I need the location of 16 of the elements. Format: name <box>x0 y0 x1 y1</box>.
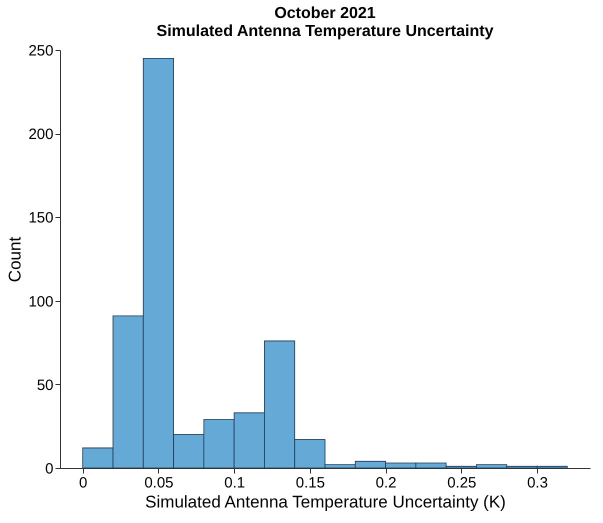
y-tick-label: 200 <box>28 126 54 144</box>
y-tick-label: 100 <box>28 293 54 310</box>
y-axis-title: Count <box>5 236 24 282</box>
x-tick-label: 0.2 <box>376 474 396 492</box>
x-axis-title: Simulated Antenna Temperature Uncertainty (K) <box>145 492 506 512</box>
y-tick-label: 50 <box>36 376 54 394</box>
x-tick-label: 0.3 <box>527 474 548 492</box>
x-tick-label: 0 <box>79 474 88 492</box>
chart-title: October 2021 Simulated Antenna Temperature Uncertainty <box>156 5 494 40</box>
y-tick-label: 150 <box>28 210 54 227</box>
x-tick-label: 0.1 <box>224 474 246 492</box>
x-tick-label: 0.05 <box>144 474 174 492</box>
x-tick-label: 0.25 <box>447 474 476 492</box>
y-tick-label: 250 <box>28 42 54 60</box>
y-tick-label: 0 <box>45 460 54 478</box>
x-tick-label: 0.15 <box>296 474 325 492</box>
